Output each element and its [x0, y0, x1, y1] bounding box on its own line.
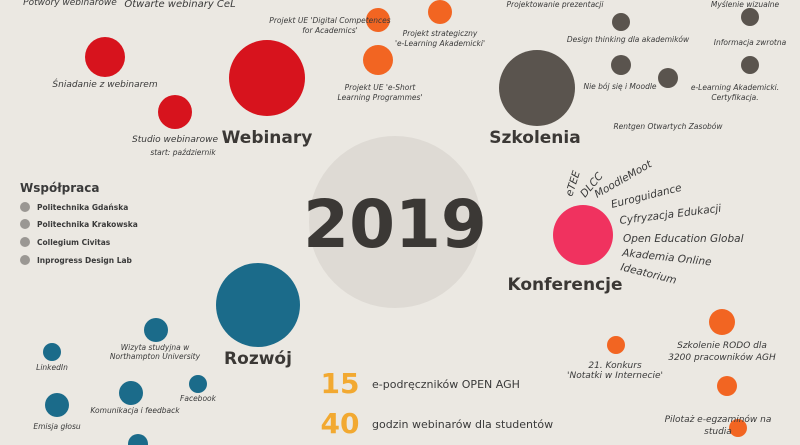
dot	[128, 434, 148, 445]
label: Komunikacja i feedback	[90, 406, 180, 415]
dot	[189, 375, 207, 393]
dot	[428, 0, 452, 24]
dot	[729, 419, 747, 437]
label: Projekt UE 'Digital Competences	[269, 16, 390, 25]
label: Design thinking dla akademików	[567, 35, 690, 44]
label: Northampton University	[110, 352, 201, 361]
label: Informacja zwrotna	[714, 38, 787, 47]
label: Śniadanie z webinarem	[52, 78, 157, 90]
dot	[717, 376, 737, 396]
label: Studio webinarowe	[132, 135, 218, 145]
label: LinkedIn	[36, 363, 68, 372]
szkolenia-group: Szkolenia Projektowanie prezentacji Myśl…	[489, 0, 786, 148]
label: 3200 pracowników AGH	[668, 352, 776, 363]
label: Learning Programmes'	[337, 93, 422, 102]
dot	[85, 37, 125, 77]
other-group: 21. Konkurs 'Notatki w Internecie' Szkol…	[567, 309, 776, 437]
label: Inprogress Design Lab	[37, 256, 133, 265]
label: start: październik	[150, 148, 216, 157]
label: Facebook	[180, 394, 217, 403]
dot	[229, 40, 305, 116]
dot	[45, 393, 69, 417]
dot	[119, 381, 143, 405]
label: 'Notatki w Internecie'	[567, 371, 663, 381]
dot	[216, 263, 300, 347]
stat-label: godzin webinarów dla studentów	[372, 418, 553, 431]
label: Rentgen Otwartych Zasobów	[613, 122, 723, 131]
dot	[144, 318, 168, 342]
label: studia	[704, 427, 732, 437]
dot	[553, 205, 613, 265]
label: for Academics'	[302, 26, 357, 35]
dot	[611, 55, 631, 75]
stat-number: 40	[321, 407, 360, 440]
label: 'e-Learning Akademicki'	[395, 39, 485, 48]
rozwoj-group: Rozwój Wizyta studyjna w Northampton Uni…	[33, 263, 300, 445]
label: 21. Konkurs	[588, 361, 642, 371]
dot	[499, 50, 575, 126]
dot	[43, 343, 61, 361]
dot	[363, 45, 393, 75]
heading: Rozwój	[224, 349, 292, 369]
label: Politechnika Krakowska	[37, 220, 138, 229]
stats-group: 15 e-podręczników OPEN AGH 40 godzin web…	[321, 367, 554, 440]
dot	[20, 255, 30, 265]
label: Wizyta studyjna w	[121, 343, 190, 352]
label: Collegium Civitas	[37, 238, 111, 247]
stat-label: e-podręczników OPEN AGH	[372, 378, 520, 391]
label: e-Learning Akademicki.	[691, 83, 779, 92]
dot	[20, 219, 30, 229]
label: Nie bój się i Moodle	[583, 82, 656, 91]
label: Politechnika Gdańska	[37, 203, 128, 212]
heading: Webinary	[222, 128, 313, 148]
label: Certyfikacja.	[711, 93, 758, 102]
heading: Współpraca	[20, 181, 99, 195]
dot	[607, 336, 625, 354]
label: Szkolenie RODO dla	[677, 341, 767, 351]
label: Pilotaż e-egzaminów na	[665, 414, 772, 425]
year: 2019	[303, 186, 487, 263]
label: Potwory webinarowe	[23, 0, 117, 8]
dot	[20, 237, 30, 247]
dot	[741, 56, 759, 74]
heading: Szkolenia	[489, 128, 580, 148]
webinary-group: Śniadanie z webinarem Studio webinarowe …	[52, 37, 312, 157]
label: Otwarte webinary CeL	[124, 0, 235, 10]
stat-number: 15	[321, 367, 360, 400]
dot	[20, 202, 30, 212]
projects-group: Projekt UE 'Digital Competences for Acad…	[269, 0, 485, 102]
label: Projekt UE 'e-Short	[345, 83, 417, 92]
dot	[612, 13, 630, 31]
label: Projekt strategiczny	[403, 29, 478, 38]
dot	[158, 95, 192, 129]
dot	[709, 309, 735, 335]
label: Open Education Global	[623, 233, 744, 245]
wspolpraca-group: Współpraca Politechnika Gdańska Politech…	[20, 181, 138, 265]
dot	[366, 8, 390, 32]
label: Emisja głosu	[33, 422, 81, 431]
heading: Konferencje	[507, 275, 622, 295]
dot	[741, 8, 759, 26]
dot	[658, 68, 678, 88]
label: Projektowanie prezentacji	[507, 0, 605, 9]
center-circle	[309, 136, 481, 308]
label: Myślenie wizualne	[711, 0, 780, 9]
